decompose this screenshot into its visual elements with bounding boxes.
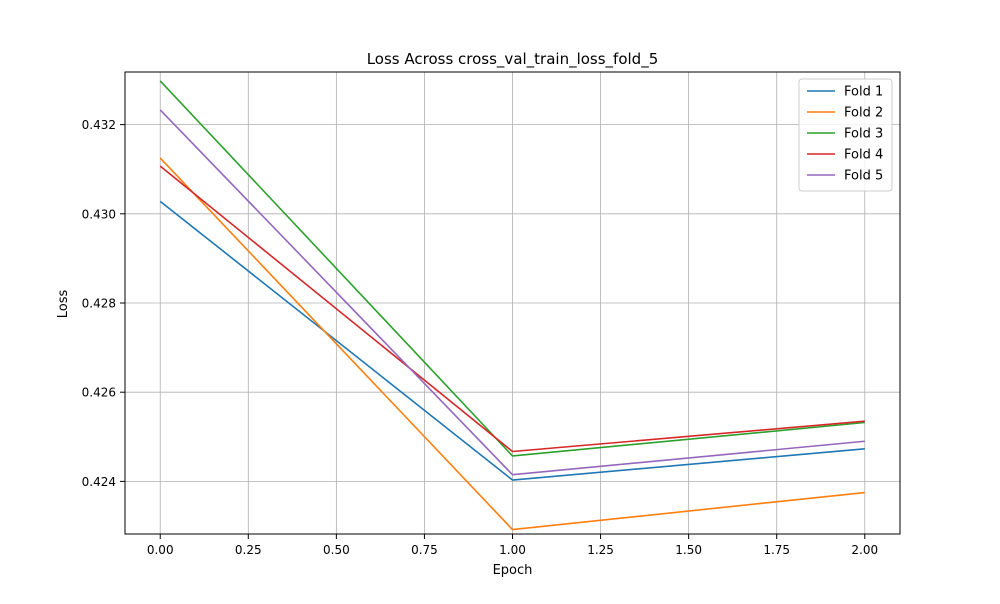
x-axis-label: Epoch: [493, 563, 533, 578]
x-tick-label: 0.25: [235, 543, 262, 557]
y-tick-label: 0.432: [82, 118, 116, 132]
x-tick-label: 0.50: [323, 543, 350, 557]
legend-label-fold-2: Fold 2: [844, 106, 883, 121]
x-axis-ticks: 0.00 0.25 0.50 0.75 1.00 1.25 1.50 1.75 2.00: [147, 534, 878, 557]
x-tick-label: 0.00: [147, 543, 174, 557]
y-axis-ticks: 0.424 0.426 0.428 0.430 0.432: [82, 118, 125, 489]
x-tick-label: 2.00: [851, 543, 878, 557]
x-tick-label: 1.00: [499, 543, 526, 557]
series-line-fold-4: [159, 165, 865, 453]
y-tick-label: 0.424: [82, 475, 116, 489]
x-tick-label: 1.75: [763, 543, 790, 557]
legend: Fold 1 Fold 2 Fold 3 Fold 4 Fold 5: [798, 78, 893, 192]
series-line-fold-1: [159, 200, 865, 481]
series-line-fold-2: [159, 157, 865, 531]
y-axis-label: Loss: [56, 290, 71, 319]
legend-label-fold-1: Fold 1: [844, 85, 883, 100]
legend-items: Fold 1 Fold 2 Fold 3 Fold 4 Fold 5: [807, 85, 883, 184]
series-line-fold-3: [159, 80, 865, 457]
legend-label-fold-4: Fold 4: [844, 148, 883, 163]
y-tick-label: 0.426: [82, 386, 116, 400]
x-tick-label: 0.75: [411, 543, 438, 557]
legend-label-fold-5: Fold 5: [844, 169, 883, 184]
x-tick-label: 1.25: [587, 543, 614, 557]
legend-box: [798, 78, 893, 192]
y-tick-label: 0.430: [82, 207, 116, 221]
chart-title: Loss Across cross_val_train_loss_fold_5: [367, 50, 659, 69]
x-tick-label: 1.50: [675, 543, 702, 557]
series-line-fold-5: [159, 109, 865, 476]
y-tick-label: 0.428: [82, 297, 116, 311]
legend-label-fold-3: Fold 3: [844, 127, 883, 142]
series-lines: [159, 80, 865, 531]
